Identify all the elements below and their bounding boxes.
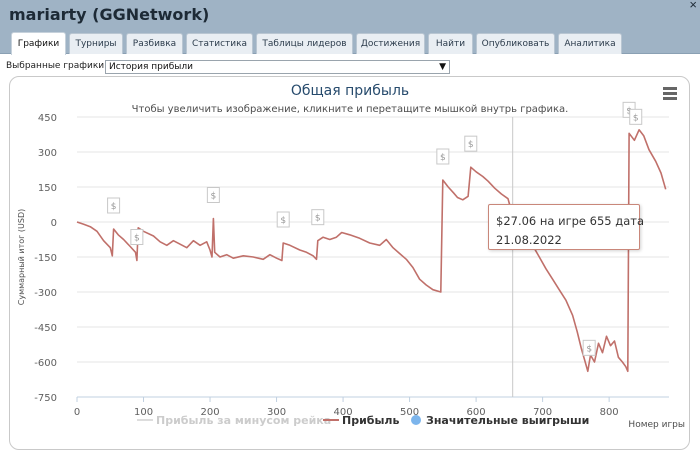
big-win-marker-4 (311, 209, 325, 226)
tab-publish[interactable]: Опубликовать (476, 33, 555, 54)
big-win-marker-label-4: $ (315, 214, 321, 224)
big-win-marker-1 (130, 229, 144, 245)
tab-graphs[interactable]: Графики (11, 32, 66, 55)
x-tick-label-7: 700 (533, 407, 552, 418)
tab-achievements[interactable]: Достижения (356, 33, 425, 54)
window-titlebar: mariarty (GGNetwork) × (0, 0, 700, 30)
x-tick-label-8: 800 (600, 407, 619, 418)
graph-selector-row: Выбранные графики: История прибыли ▼ (0, 56, 700, 74)
chart-panel: Общая прибыль Чтобы увеличить изображение… (9, 76, 690, 450)
big-win-marker-label-0: $ (111, 202, 117, 212)
big-win-marker-label-2: $ (210, 192, 216, 202)
tab-breakdown[interactable]: Разбивка (126, 33, 183, 54)
hamburger-menu-icon[interactable] (663, 87, 679, 101)
x-tick-label-1: 100 (134, 407, 153, 418)
y-tick-label-2: 150 (38, 183, 57, 194)
profit-series-line (76, 129, 667, 373)
big-win-marker-9 (629, 108, 643, 125)
y-tick-label-5: -300 (34, 288, 57, 299)
big-win-marker-label-6: $ (468, 140, 474, 150)
y-tick-label-4: -150 (34, 253, 57, 264)
big-win-marker-2 (206, 187, 220, 203)
graph-selector-label: Выбранные графики: (6, 61, 108, 71)
profit-chart[interactable]: Общая прибыль Чтобы увеличить изображение… (10, 77, 690, 450)
x-tick-label-3: 300 (267, 407, 286, 418)
graph-select-value: История прибыли (109, 62, 193, 72)
tooltip-line-1: $27.06 на игре 655 дата (496, 214, 645, 228)
big-win-marker-label-8: $ (626, 106, 632, 116)
tab-tournaments[interactable]: Турниры (69, 33, 123, 54)
tab-search[interactable]: Найти (428, 33, 473, 54)
tab-leaderboards[interactable]: Таблицы лидеров (256, 33, 353, 54)
tooltip-line-2: 21.08.2022 (496, 233, 562, 247)
y-tick-label-1: 300 (38, 148, 57, 159)
big-win-marker-label-1: $ (134, 234, 140, 244)
legend-swatch-2 (411, 415, 421, 425)
y-tick-label-7: -600 (34, 358, 57, 369)
tab-statistics[interactable]: Статистика (186, 33, 253, 54)
big-win-marker-label-5: $ (440, 153, 446, 163)
x-tick-label-0: 0 (74, 407, 80, 418)
x-tick-label-2: 200 (200, 407, 219, 418)
big-win-marker-6 (464, 135, 478, 152)
window-title: mariarty (GGNetwork) (9, 5, 210, 24)
legend-label-1: Прибыль (342, 414, 399, 427)
y-tick-label-0: 450 (38, 113, 57, 124)
big-win-marker-7 (582, 339, 596, 356)
chevron-down-icon: ▼ (439, 62, 446, 72)
tab-analytics[interactable]: Аналитика (558, 33, 622, 54)
chart-subtitle: Чтобы увеличить изображение, кликните и … (132, 104, 569, 115)
big-win-marker-5 (436, 148, 450, 165)
x-tick-label-4: 400 (334, 407, 353, 418)
chart-tooltip: $27.06 на игре 655 дата 21.08.2022 (488, 204, 645, 250)
legend-label-2: Значительные выигрыши (426, 414, 589, 427)
big-win-marker-label-7: $ (586, 344, 592, 354)
tab-bar: Графики Турниры Разбивка Статистика Табл… (0, 30, 700, 55)
x-tick-label-6: 600 (467, 407, 486, 418)
y-tick-label-8: -750 (34, 393, 57, 404)
y-tick-label-6: -450 (34, 323, 57, 334)
big-win-marker-0 (107, 197, 121, 214)
y-tick-label-3: 0 (51, 218, 57, 229)
big-win-marker-label-3: $ (280, 216, 286, 226)
big-win-marker-label-9: $ (633, 113, 639, 123)
close-icon[interactable]: × (689, 0, 697, 12)
y-axis-label: Суммарный итог (USD) (17, 209, 26, 306)
big-win-marker-3 (276, 211, 290, 228)
x-tick-label-5: 500 (400, 407, 419, 418)
x-axis-label: Номер игры (628, 420, 685, 430)
graph-select[interactable]: История прибыли ▼ (105, 60, 450, 74)
legend-label-0: Прибыль за минусом рейка (156, 414, 331, 427)
chart-title: Общая прибыль (291, 83, 409, 99)
